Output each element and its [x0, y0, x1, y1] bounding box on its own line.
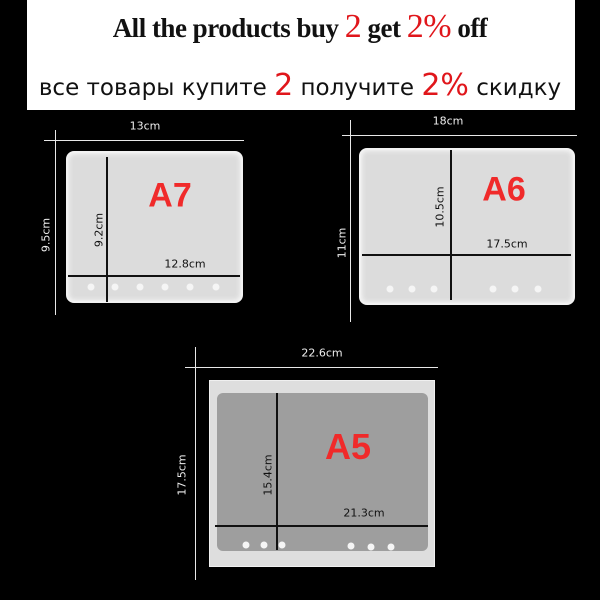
size-label: A5 [324, 426, 372, 467]
outer-height-label: 9.5cm [39, 217, 53, 253]
ring-hole [367, 543, 375, 551]
promo-banner [27, 0, 575, 110]
dimension-line [350, 120, 351, 322]
measure-line [450, 150, 452, 300]
ring-hole [408, 285, 416, 293]
outer-width-label: 13cm [129, 119, 161, 133]
ring-hole [347, 542, 355, 550]
measure-line [276, 393, 278, 550]
size-label: A7 [148, 176, 192, 215]
measure-line [106, 157, 108, 302]
dimension-line [195, 347, 196, 580]
ring-hole [260, 541, 268, 549]
outer-height-label: 11cm [335, 227, 349, 259]
ring-hole [87, 283, 95, 291]
ring-hole [111, 283, 119, 291]
ring-hole [386, 285, 394, 293]
mold-tray [66, 151, 243, 303]
measure-line [362, 254, 571, 256]
ring-hole [387, 543, 395, 551]
outer-height-label: 17.5cm [175, 454, 189, 496]
mold-tray [359, 148, 575, 305]
outer-width-label: 22.6cm [301, 346, 343, 360]
dimension-line [342, 135, 577, 136]
mold-cavity [217, 393, 428, 551]
ring-hole [186, 283, 194, 291]
inner-width-label: 12.8cm [164, 257, 206, 271]
dimension-line [44, 140, 244, 141]
ring-hole [212, 283, 220, 291]
ring-hole [489, 285, 497, 293]
ring-hole [278, 541, 286, 549]
promo-line-russian: все товары купите 2 получите 2% скидку [38, 68, 562, 103]
ring-hole [534, 285, 542, 293]
ring-hole [161, 283, 169, 291]
inner-height-label: 10.5cm [433, 186, 447, 228]
inner-width-label: 17.5cm [486, 237, 528, 251]
measure-line [68, 275, 240, 277]
dimension-line [55, 130, 56, 315]
promo-line-english: All the products buy 2 get 2% off [112, 8, 488, 45]
ring-hole [242, 541, 250, 549]
ring-hole [136, 283, 144, 291]
size-label: A6 [482, 170, 526, 209]
ring-hole [511, 285, 519, 293]
outer-width-label: 18cm [432, 114, 464, 128]
ring-hole [430, 285, 438, 293]
inner-height-label: 15.4cm [261, 454, 275, 496]
inner-width-label: 21.3cm [343, 506, 385, 520]
inner-height-label: 9.2cm [92, 212, 106, 248]
measure-line [215, 525, 428, 527]
dimension-line [185, 367, 438, 368]
